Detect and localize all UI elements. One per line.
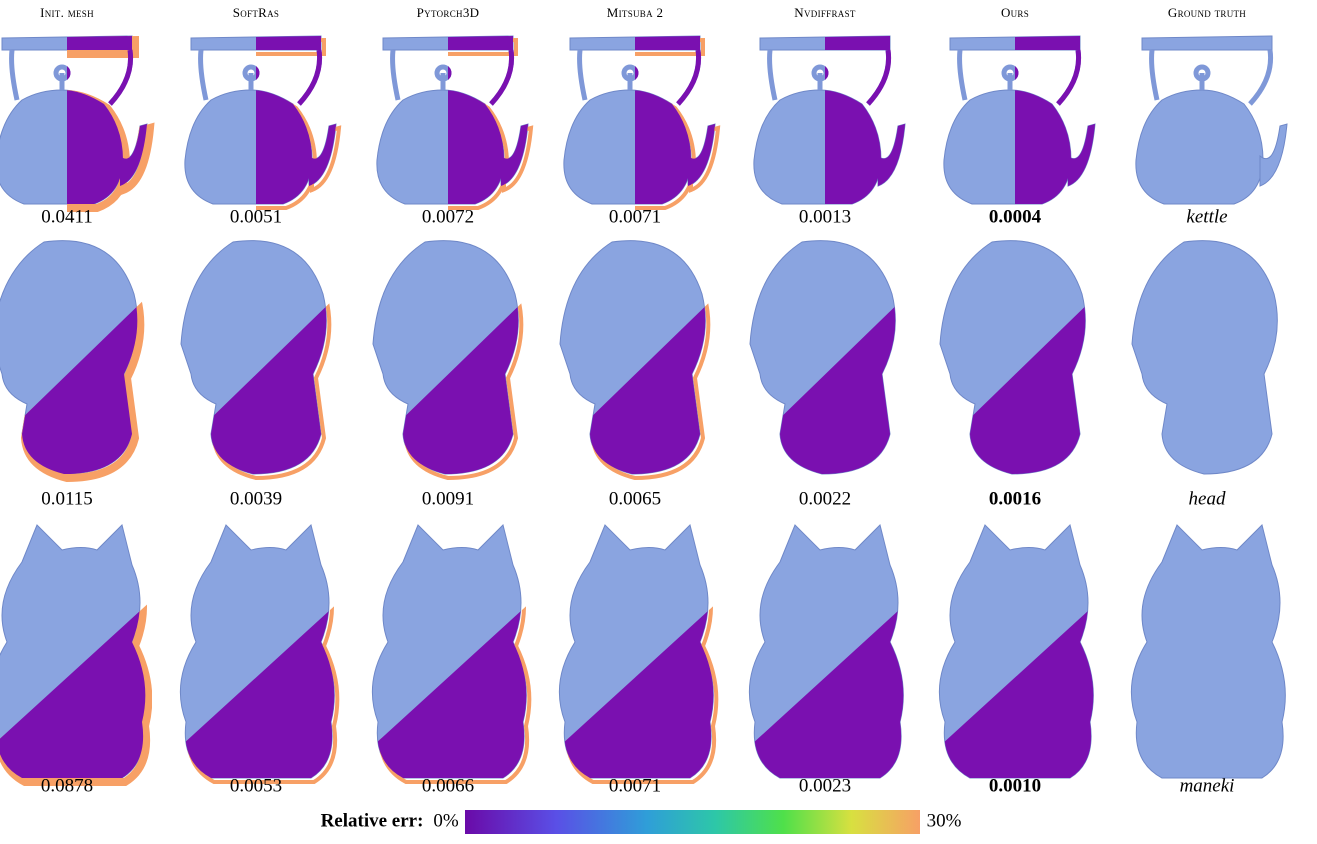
error-value: 0.0004 — [989, 206, 1042, 227]
mesh-surface — [814, 67, 826, 90]
error-value: 0.0878 — [41, 775, 93, 796]
model-name: head — [1189, 488, 1226, 509]
error-value: 0.0010 — [989, 775, 1041, 796]
render — [185, 36, 339, 208]
error-value: 0.0072 — [422, 206, 474, 227]
render — [1131, 525, 1285, 778]
error-map — [878, 124, 905, 186]
column-header: Ours — [1001, 5, 1029, 20]
error-value: 0.0013 — [799, 206, 851, 227]
column-header: Ground truth — [1168, 5, 1246, 20]
render — [560, 241, 708, 478]
render — [372, 525, 529, 782]
mesh-surface — [1132, 241, 1277, 474]
model-name: kettle — [1186, 206, 1227, 227]
render — [749, 525, 903, 778]
mesh-surface — [437, 67, 449, 90]
mesh-surface — [1004, 67, 1016, 90]
mesh-surface — [1136, 90, 1263, 204]
error-value: 0.0022 — [799, 488, 851, 509]
render — [1132, 241, 1277, 474]
mesh-surface — [1260, 124, 1287, 186]
render — [940, 241, 1085, 474]
error-value: 0.0016 — [989, 488, 1041, 509]
error-value: 0.0066 — [422, 775, 474, 796]
column-header: Mitsuba 2 — [607, 5, 664, 20]
render — [939, 525, 1093, 778]
error-value: 0.0071 — [609, 206, 661, 227]
error-value: 0.0411 — [41, 206, 93, 227]
column-header: SoftRas — [233, 5, 280, 20]
column-header: Init. mesh — [40, 5, 94, 20]
render — [750, 241, 895, 474]
mesh-surface — [1196, 67, 1208, 90]
colorbar — [465, 810, 920, 834]
error-value: 0.0091 — [422, 488, 474, 509]
colorbar-min: 0% — [433, 810, 459, 831]
error-value: 0.0053 — [230, 775, 282, 796]
render — [944, 36, 1095, 204]
error-value: 0.0115 — [41, 488, 93, 509]
column-header: Nvdiffrast — [794, 5, 856, 20]
model-name: maneki — [1180, 775, 1235, 796]
error-value: 0.0023 — [799, 775, 851, 796]
mesh-surface — [624, 67, 636, 90]
error-map — [1068, 124, 1095, 186]
colorbar-max: 30% — [927, 810, 962, 831]
render — [0, 36, 150, 208]
render — [180, 525, 337, 782]
render — [754, 36, 905, 204]
mesh-surface — [245, 67, 257, 90]
render — [373, 241, 521, 478]
render — [0, 525, 148, 782]
render — [1136, 36, 1287, 204]
error-value: 0.0039 — [230, 488, 282, 509]
colorbar-label: Relative err: — [321, 810, 424, 831]
render — [0, 241, 140, 478]
mesh-surface — [1142, 36, 1272, 50]
error-value: 0.0051 — [230, 206, 282, 227]
mesh-surface — [1131, 525, 1285, 778]
render — [377, 36, 531, 208]
figure: Relative err: 0% 30% Init. mesh SoftRas Py… — [0, 0, 1317, 839]
error-value: 0.0071 — [609, 775, 661, 796]
render — [181, 241, 329, 478]
render — [564, 36, 718, 208]
render — [559, 525, 716, 782]
error-value: 0.0065 — [609, 488, 661, 509]
mesh-surface — [56, 67, 68, 90]
column-header: Pytorch3D — [417, 5, 480, 20]
